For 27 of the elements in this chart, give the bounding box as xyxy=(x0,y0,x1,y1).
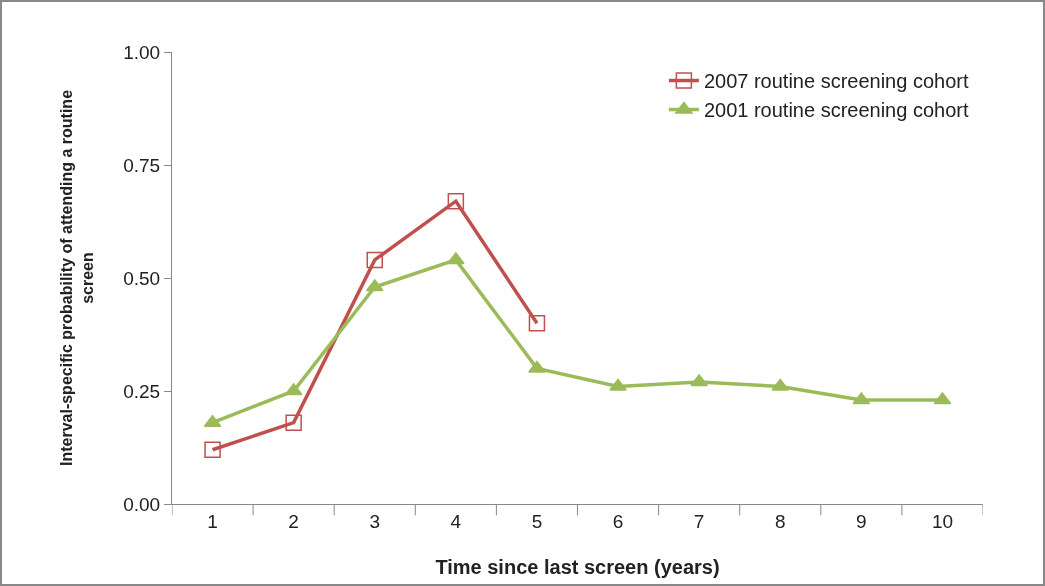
point xyxy=(366,251,383,269)
y-tick-label: 0.00 xyxy=(123,493,161,515)
x-tick-label: 7 xyxy=(693,510,705,532)
point xyxy=(285,414,302,431)
y-tick-label: 1.00 xyxy=(123,41,161,63)
x-tick-label: 2 xyxy=(288,510,299,532)
point xyxy=(528,360,546,373)
x-tick-label: 9 xyxy=(856,510,867,532)
y-axis-title: Interval-specific probability of attending a routine screen xyxy=(58,89,97,467)
x-tick-label: 6 xyxy=(612,510,624,532)
x-tick-label: 4 xyxy=(450,510,462,532)
x-tick-label: 1 xyxy=(207,510,218,532)
legend-label: 2001 routine screening cohort xyxy=(703,99,969,122)
x-tick-label: 8 xyxy=(774,510,786,532)
y-tick-label: 0.50 xyxy=(123,267,161,289)
x-tick-label: 10 xyxy=(931,510,954,532)
y-tick-label: 0.25 xyxy=(123,380,161,402)
x-axis-title: Time since last screen (years) xyxy=(435,556,720,578)
y-tick-label: 0.75 xyxy=(123,154,161,176)
x-tick-label: 5 xyxy=(531,510,543,532)
x-tick-label: 3 xyxy=(369,510,381,532)
point xyxy=(609,378,627,391)
point xyxy=(447,192,465,210)
point xyxy=(447,252,465,265)
point xyxy=(690,374,708,387)
legend-label: 2007 routine screening cohort xyxy=(703,70,969,93)
point xyxy=(528,314,546,332)
